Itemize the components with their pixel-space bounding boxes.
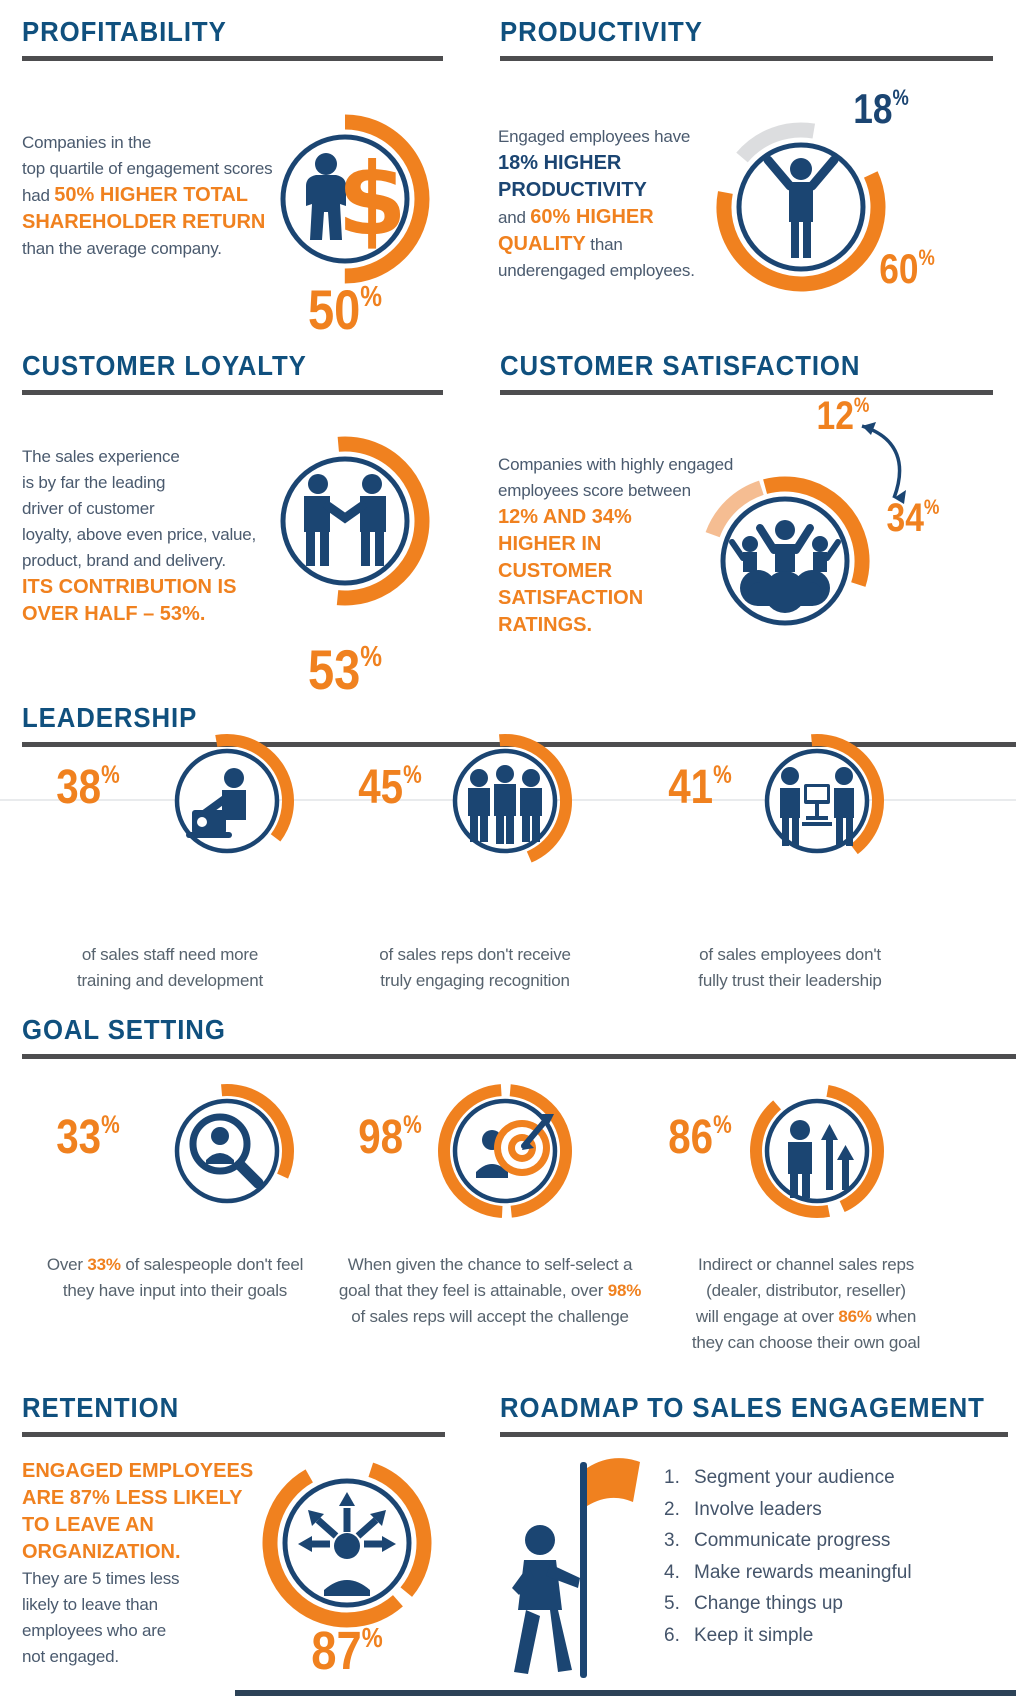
person-growth-arrows-icon [788, 1120, 854, 1198]
flag-icon [587, 1458, 640, 1506]
stat-60-percent: 60% [879, 245, 935, 292]
divider [22, 1054, 1016, 1059]
roadmap-item-4: 4. Make rewards meaningful [664, 1561, 912, 1583]
flag-bearer-icon [512, 1458, 640, 1678]
section-title-profitability: PROFITABILITY [22, 16, 227, 47]
leadership-donut-45 [438, 734, 572, 868]
leadership-donut-41 [750, 734, 884, 868]
magnifier-person-icon [189, 1113, 264, 1189]
stat-18-percent: 18% [853, 85, 909, 132]
stat-12-percent: 12% [816, 394, 870, 438]
customer-loyalty-text: The sales experience is by far the leadi… [22, 447, 257, 625]
stat-86-percent: 86% [668, 1111, 732, 1164]
roadmap-item-5: 5. Change things up [664, 1593, 843, 1614]
section-title-leadership: LEADERSHIP [22, 702, 198, 733]
section-title-customer-satisfaction: CUSTOMER SATISFACTION [500, 350, 861, 381]
leadership-caption-45: of sales reps don't receive truly engagi… [379, 945, 571, 990]
divider [500, 56, 993, 61]
range-double-arrow-icon [861, 422, 906, 504]
stat-53-percent: 53% [307, 638, 383, 701]
goal-caption-86: Indirect or channel sales reps (dealer, … [691, 1255, 921, 1352]
divider [500, 390, 993, 395]
customer-satisfaction-donut-chart [700, 476, 870, 646]
target-person-icon [476, 1114, 554, 1178]
person-at-laptop-icon [186, 768, 246, 838]
stat-33-percent: 33% [56, 1111, 120, 1164]
stat-50-percent: 50% [307, 278, 383, 341]
stat-34-percent: 34% [886, 496, 940, 540]
three-people-icon [468, 765, 542, 844]
customer-satisfaction-text: Companies with highly engaged employees … [498, 455, 734, 636]
stat-45-percent: 45% [358, 761, 422, 814]
leadership-donut-38 [160, 734, 294, 868]
stat-87-percent: 87% [311, 1621, 383, 1681]
stat-98-percent: 98% [358, 1111, 422, 1164]
roadmap-item-1: 1. Segment your audience [664, 1467, 895, 1488]
productivity-text: Engaged employees have 18% HIGHER PRODUC… [498, 127, 695, 280]
cheering-person-icon [763, 155, 839, 258]
roadmap-item-2: 2. Involve leaders [664, 1498, 822, 1520]
divider [22, 56, 443, 61]
goal-donut-33 [160, 1084, 294, 1218]
people-at-screen-icon [780, 767, 854, 846]
retention-donut-chart [262, 1458, 432, 1628]
section-title-retention: RETENTION [22, 1392, 180, 1423]
stat-41-percent: 41% [668, 761, 732, 814]
goal-donut-86 [750, 1083, 884, 1218]
divider [500, 1432, 1008, 1437]
roadmap-list: 1. Segment your audience 2. Involve leader… [664, 1462, 912, 1651]
person-direction-arrows-icon [298, 1492, 396, 1596]
leadership-caption-41: of sales employees don't fully trust the… [698, 945, 882, 990]
dollar-glyph: $ [337, 141, 407, 258]
leadership-caption-38: of sales staff need more training and de… [76, 945, 264, 990]
businessman-dollar-icon [306, 153, 346, 240]
roadmap-item-6: 6. Keep it simple [664, 1624, 814, 1646]
profitability-text: Companies in the top quartile of engagem… [22, 133, 273, 258]
retention-text: ENGAGED EMPLOYEES ARE 87% LESS LIKELY TO… [22, 1460, 254, 1666]
section-title-productivity: PRODUCTIVITY [500, 16, 703, 47]
customer-loyalty-donut-chart [260, 436, 430, 606]
goal-caption-33: Over 33% of salespeople don't feel they … [46, 1255, 304, 1300]
handshake-people-icon [304, 474, 386, 566]
section-title-customer-loyalty: CUSTOMER LOYALTY [22, 350, 307, 381]
profitability-donut-chart: $ [260, 114, 430, 284]
goal-donut-98 [438, 1084, 572, 1218]
productivity-donut-chart [716, 122, 886, 292]
section-title-goal-setting: GOAL SETTING [22, 1014, 226, 1045]
divider [22, 390, 443, 395]
footer-bar [235, 1690, 1016, 1696]
section-title-roadmap: ROADMAP TO SALES ENGAGEMENT [500, 1392, 985, 1423]
stat-38-percent: 38% [56, 761, 120, 814]
celebrating-team-cloud-icon [729, 520, 841, 613]
divider [22, 1432, 445, 1437]
goal-caption-98: When given the chance to self-select a g… [338, 1255, 642, 1326]
roadmap-item-3: 3. Communicate progress [664, 1530, 891, 1551]
